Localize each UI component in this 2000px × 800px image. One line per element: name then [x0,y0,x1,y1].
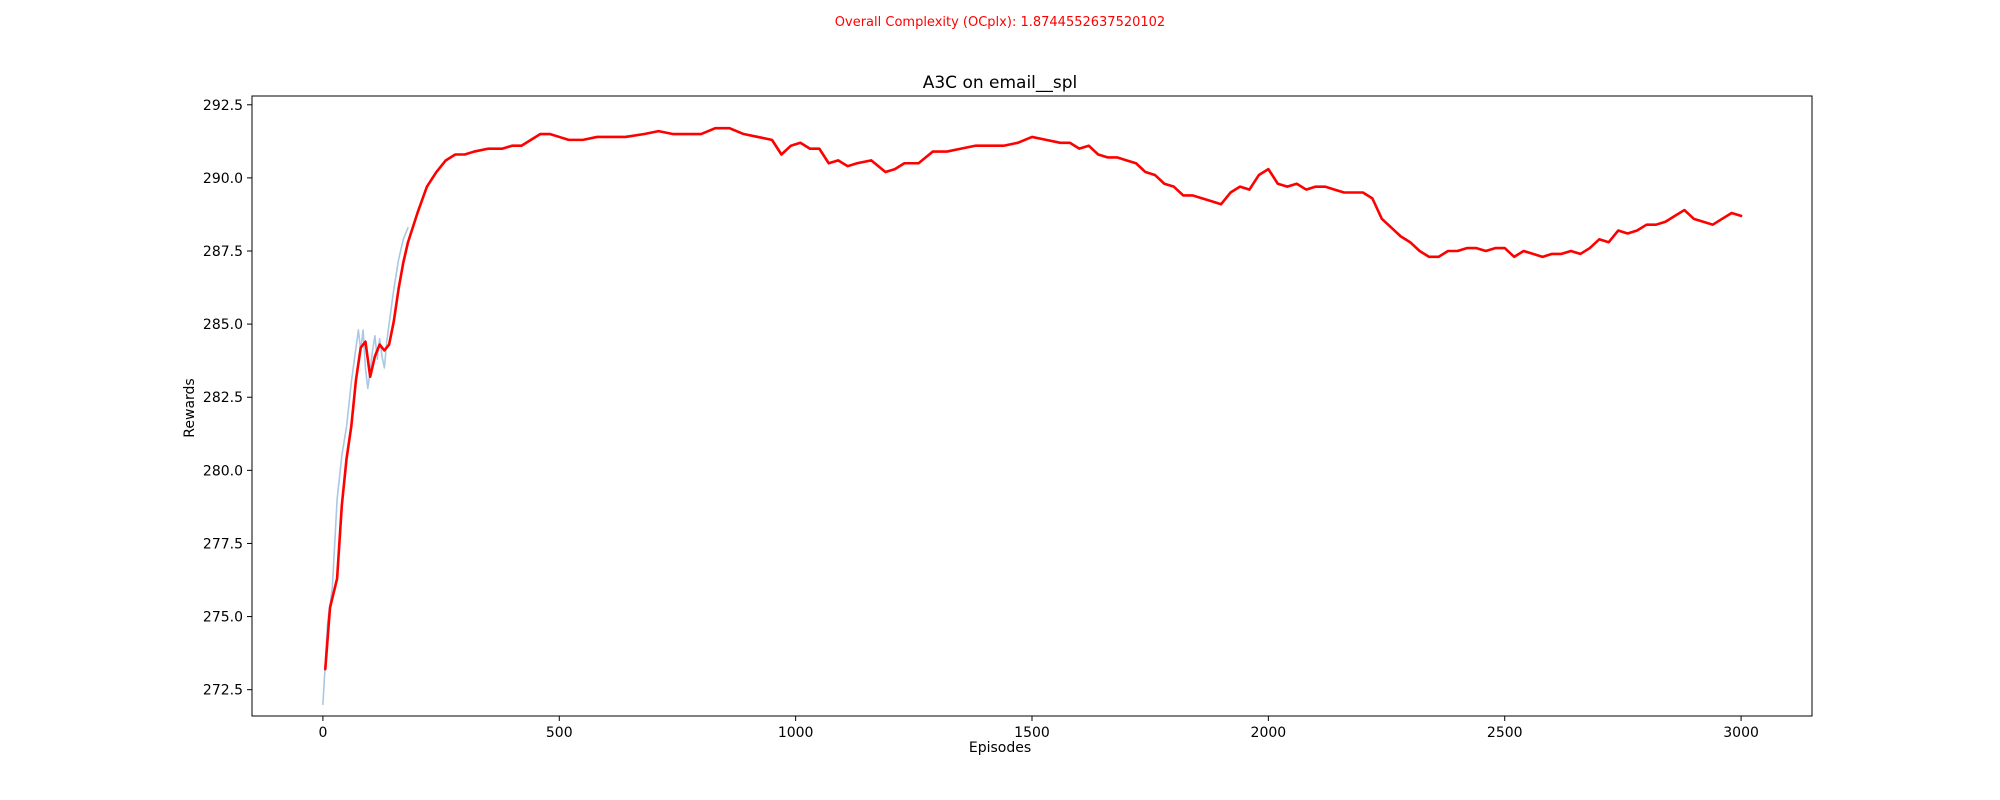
chart-title: A3C on email__spl [923,73,1078,93]
y-tick-label: 282.5 [203,390,243,406]
x-tick-label: 1000 [778,725,814,741]
axes-frame [251,95,1813,717]
overall-complexity-suptitle: Overall Complexity (OCplx): 1.8744552637… [835,15,1165,30]
x-tick-label: 2000 [1251,725,1287,741]
x-tick-label: 1500 [1014,725,1050,741]
series-raw-rewards [322,226,409,706]
smoothed-rewards-line [323,126,1743,671]
y-axis-ticks: 272.5 275.0 277.5 280.0 282.5 285.0 287.5 290.0… [203,98,252,699]
y-tick-label: 290.0 [203,171,243,187]
raw-rewards-line [322,226,409,706]
y-tick-label: 285.0 [203,317,243,333]
x-axis-ticks: 0 500 1000 1500 2000 2500 3000 [318,716,1759,741]
x-axis-label: Episodes [969,740,1031,756]
y-tick-label: 292.5 [203,98,243,114]
y-axis-label: Rewards [182,378,198,437]
x-tick-label: 0 [318,725,327,741]
y-tick-label: 272.5 [203,683,243,699]
y-tick-label: 287.5 [203,244,243,260]
x-tick-label: 500 [546,725,573,741]
plot-area [322,126,1743,706]
series-smoothed-rewards [323,126,1743,671]
y-tick-label: 280.0 [203,463,243,479]
y-tick-label: 277.5 [203,536,243,552]
y-tick-label: 275.0 [203,610,243,626]
x-tick-label: 3000 [1723,725,1759,741]
x-tick-label: 2500 [1487,725,1523,741]
